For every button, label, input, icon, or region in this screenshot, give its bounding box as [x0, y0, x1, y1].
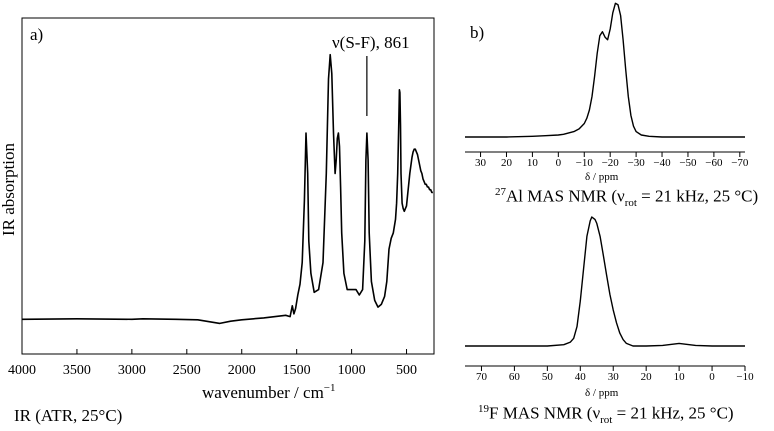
f-x-tick-label: 40 — [575, 371, 587, 383]
f-caption-nucleus: 19 — [478, 403, 489, 415]
f-caption-text: F MAS NMR (ν — [489, 403, 601, 423]
panel-a-label: a) — [30, 25, 43, 44]
ir-x-ticks: 4000 3500 3000 2500 2000 1500 1000 500 — [8, 349, 417, 378]
f-x-tick-label: 60 — [509, 371, 521, 383]
ir-x-tick-label: 2500 — [173, 363, 201, 378]
f-x-tick-label: −10 — [736, 371, 754, 383]
f-x-tick-label: 0 — [709, 371, 715, 383]
al-nmr-spectrum-line — [465, 2, 745, 138]
al-x-tick-label: −40 — [653, 157, 671, 169]
ir-x-tick-label: 2000 — [228, 363, 256, 378]
al-x-tick-label: 0 — [556, 157, 562, 169]
ir-x-tick-label: 3000 — [118, 363, 146, 378]
ir-spectrum-line — [21, 53, 433, 325]
f-x-tick-label: 20 — [641, 371, 653, 383]
panel-b-label: b) — [470, 23, 484, 42]
sf-stretch-label: ν(S-F), 861 — [332, 33, 410, 52]
ir-x-axis-label-sup: −1 — [324, 382, 336, 394]
al-x-tick-label: 10 — [527, 157, 539, 169]
ir-x-axis-label: wavenumber / cm−1 — [202, 382, 336, 402]
f-caption-sub: rot — [600, 414, 613, 427]
al-x-ticks: 30 20 10 0 −10 −20 −30 −40 −50 −60 −70 — [475, 152, 749, 169]
al-caption: 27Al MAS NMR (νrot = 21 kHz, 25 °C) — [495, 186, 758, 209]
f-x-tick-label: 70 — [476, 371, 488, 383]
al-x-tick-label: −70 — [731, 157, 749, 169]
ir-y-axis-label: IR absorption — [0, 142, 18, 236]
al-caption-nucleus: 27 — [495, 186, 506, 198]
f-nmr-spectrum-line — [465, 216, 745, 347]
f-x-axis-label: δ / ppm — [585, 387, 619, 399]
al-x-tick-label: 20 — [501, 157, 513, 169]
ir-x-tick-label: 4000 — [8, 363, 36, 378]
ir-x-tick-label: 1000 — [338, 363, 366, 378]
f-x-tick-label: 10 — [674, 371, 686, 383]
al-x-tick-label: −30 — [628, 157, 646, 169]
f-x-tick-label: 30 — [608, 371, 620, 383]
ir-x-axis-label-main: wavenumber / cm — [202, 383, 324, 402]
al-x-tick-label: −50 — [679, 157, 697, 169]
al-caption-text: Al MAS NMR (ν — [506, 186, 625, 206]
al-x-tick-label: −60 — [705, 157, 723, 169]
ir-x-tick-label: 500 — [396, 363, 417, 378]
ir-x-tick-label: 3500 — [63, 363, 91, 378]
al-x-tick-label: −10 — [576, 157, 594, 169]
ir-x-tick-label: 1500 — [283, 363, 311, 378]
ir-plot-frame — [21, 17, 435, 355]
f-x-tick-label: 50 — [542, 371, 554, 383]
f-x-ticks: 70 60 50 40 30 20 10 0 −10 — [476, 366, 754, 383]
al-x-tick-label: −20 — [602, 157, 620, 169]
al-x-tick-label: 30 — [475, 157, 487, 169]
f-caption-tail: = 21 kHz, 25 °C) — [612, 403, 734, 423]
al-caption-tail: = 21 kHz, 25 °C) — [636, 186, 759, 206]
al-caption-sub: rot — [624, 197, 637, 210]
f-caption: 19F MAS NMR (νrot = 21 kHz, 25 °C) — [478, 403, 734, 426]
al-x-axis-label: δ / ppm — [585, 171, 619, 183]
ir-caption: IR (ATR, 25°C) — [14, 406, 123, 425]
